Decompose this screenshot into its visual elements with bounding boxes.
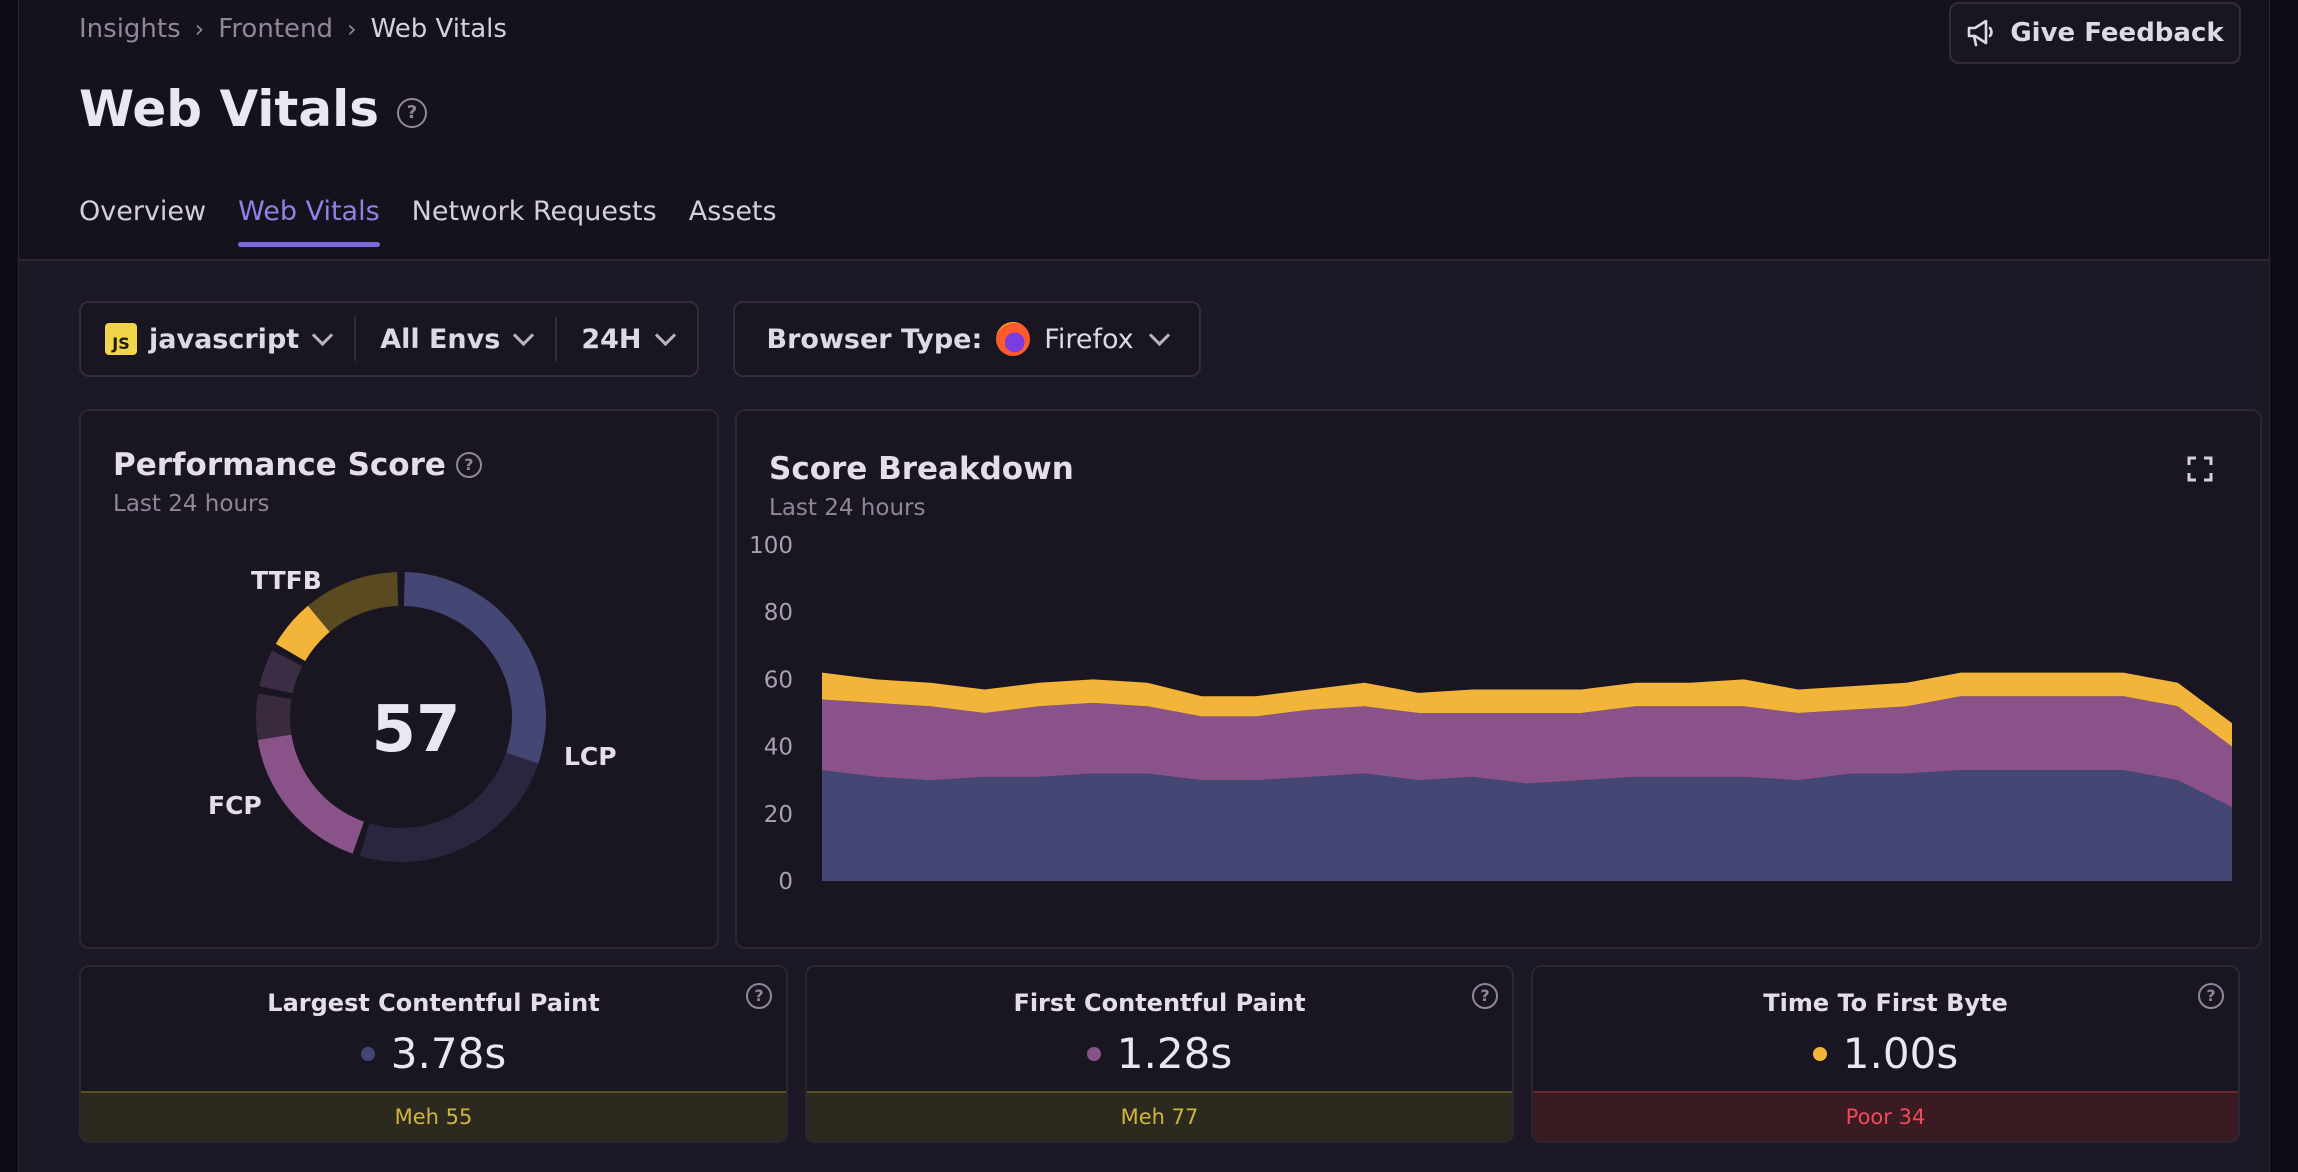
project-selector-label: javascript bbox=[149, 323, 300, 355]
ring-label-fcp: FCP bbox=[208, 791, 262, 820]
firefox-icon bbox=[996, 322, 1031, 356]
browser-type-selector[interactable]: Browser Type: Firefox bbox=[732, 301, 1201, 377]
score-breakdown-header: Score Breakdown Last 24 hours bbox=[769, 451, 1074, 521]
metric-value: 3.78s bbox=[390, 1029, 507, 1078]
score-breakdown-chart: 0 20 40 60 80 100 bbox=[749, 533, 2232, 895]
metric-card-fcp[interactable]: First Contentful Paint ? 1.28s Meh 77 bbox=[805, 965, 1514, 1143]
area-series-2 bbox=[822, 672, 2232, 747]
metric-name: Time To First Byte bbox=[1763, 989, 2008, 1017]
y-axis-tick-label: 60 bbox=[764, 667, 793, 693]
give-feedback-label: Give Feedback bbox=[2010, 18, 2224, 48]
environment-selector-label: All Envs bbox=[380, 323, 501, 355]
status-badge: Meh 77 bbox=[807, 1091, 1512, 1141]
y-axis-tick-label: 80 bbox=[764, 600, 793, 626]
series-dot bbox=[360, 1046, 375, 1061]
metric-card-ttfb[interactable]: Time To First Byte ? 1.00s Poor 34 bbox=[1531, 965, 2240, 1143]
javascript-icon: JS bbox=[105, 323, 137, 355]
tab-network-requests[interactable]: Network Requests bbox=[411, 196, 657, 227]
ring-segment-remaining bbox=[359, 752, 539, 862]
tab-overview[interactable]: Overview bbox=[79, 196, 207, 227]
score-breakdown-card: Score Breakdown Last 24 hours 0 20 40 60 80 1… bbox=[735, 409, 2262, 949]
tab-assets[interactable]: Assets bbox=[688, 196, 777, 227]
app-frame: Insights › Frontend › Web Vitals Web Vit… bbox=[18, 0, 2270, 1172]
tab-bar: Overview Web Vitals Network Requests Ass… bbox=[79, 196, 777, 247]
browser-type-value: Firefox bbox=[1044, 323, 1134, 355]
project-selector[interactable]: JS javascript bbox=[81, 303, 354, 375]
score-breakdown-title: Score Breakdown bbox=[769, 451, 1074, 487]
metric-value: 1.28s bbox=[1116, 1029, 1233, 1078]
ring-segment-filled bbox=[259, 650, 303, 694]
metric-value-row: 3.78s bbox=[81, 1029, 786, 1078]
area-series-1 bbox=[822, 696, 2232, 808]
ring-segment-remaining bbox=[256, 693, 292, 740]
y-axis-tick-label: 20 bbox=[764, 802, 793, 828]
ring-segment-filled bbox=[257, 733, 365, 854]
metric-name: First Contentful Paint bbox=[1013, 989, 1306, 1017]
status-badge: Meh 55 bbox=[81, 1091, 786, 1141]
y-axis-tick-label: 40 bbox=[764, 735, 793, 761]
ring-label-lcp: LCP bbox=[564, 742, 617, 771]
date-range-selector[interactable]: 24H bbox=[555, 317, 696, 361]
help-icon[interactable]: ? bbox=[1472, 983, 1498, 1009]
metric-value-row: 1.00s bbox=[1533, 1029, 2238, 1078]
breadcrumb-frontend[interactable]: Frontend bbox=[218, 14, 333, 44]
page-title: Web Vitals bbox=[79, 80, 379, 138]
performance-score-title: Performance Score bbox=[113, 447, 446, 483]
performance-score-header: Performance Score ? Last 24 hours bbox=[113, 447, 482, 517]
breadcrumb-current: Web Vitals bbox=[370, 14, 507, 44]
chevron-down-icon bbox=[312, 324, 334, 346]
chevron-down-icon bbox=[654, 324, 676, 346]
chevron-down-icon bbox=[513, 324, 535, 346]
ring-segment-filled bbox=[275, 605, 331, 662]
area-series-0 bbox=[822, 770, 2232, 881]
breadcrumb-separator-icon: › bbox=[347, 15, 357, 43]
megaphone-icon bbox=[1968, 19, 1994, 47]
performance-score-card: Performance Score ? Last 24 hours 57 LCP… bbox=[79, 409, 719, 949]
y-axis-tick-label: 0 bbox=[778, 869, 793, 895]
expand-icon[interactable] bbox=[2186, 455, 2214, 483]
tab-web-vitals[interactable]: Web Vitals bbox=[238, 196, 380, 247]
environment-selector[interactable]: All Envs bbox=[354, 317, 555, 361]
performance-score-value: 57 bbox=[371, 693, 461, 767]
score-breakdown-subtitle: Last 24 hours bbox=[769, 495, 926, 521]
performance-score-subtitle: Last 24 hours bbox=[113, 491, 270, 517]
performance-score-ring bbox=[256, 572, 546, 862]
breadcrumb: Insights › Frontend › Web Vitals bbox=[79, 14, 507, 44]
ring-label-ttfb: TTFB bbox=[251, 566, 322, 595]
metric-value: 1.00s bbox=[1842, 1029, 1959, 1078]
performance-score-title-row: Performance Score ? bbox=[113, 447, 482, 483]
page-header: Insights › Frontend › Web Vitals Web Vit… bbox=[19, 0, 2269, 261]
y-axis-tick-label: 100 bbox=[749, 533, 793, 559]
breadcrumb-separator-icon: › bbox=[194, 15, 205, 43]
browser-type-label: Browser Type: bbox=[766, 323, 983, 355]
ring-segment-filled bbox=[403, 572, 546, 764]
metric-name: Largest Contentful Paint bbox=[267, 989, 600, 1017]
chevron-down-icon bbox=[1148, 324, 1170, 346]
date-range-label: 24H bbox=[581, 323, 642, 355]
give-feedback-button[interactable]: Give Feedback bbox=[1949, 2, 2241, 64]
page-filter-group: JS javascript All Envs 24H bbox=[79, 301, 699, 377]
series-dot bbox=[1812, 1046, 1827, 1061]
help-icon[interactable]: ? bbox=[746, 983, 772, 1009]
breadcrumb-insights[interactable]: Insights bbox=[79, 14, 181, 44]
help-icon[interactable]: ? bbox=[2198, 983, 2224, 1009]
metric-card-lcp[interactable]: Largest Contentful Paint ? 3.78s Meh 55 bbox=[79, 965, 788, 1143]
filter-bar: JS javascript All Envs 24H Browser Type:… bbox=[79, 301, 1201, 377]
series-dot bbox=[1086, 1046, 1101, 1061]
page-title-row: Web Vitals ? bbox=[79, 80, 427, 138]
status-badge: Poor 34 bbox=[1533, 1091, 2238, 1141]
ring-segment-remaining bbox=[307, 572, 399, 633]
metric-value-row: 1.28s bbox=[807, 1029, 1512, 1078]
help-icon[interactable]: ? bbox=[396, 98, 427, 128]
help-icon[interactable]: ? bbox=[455, 452, 482, 478]
